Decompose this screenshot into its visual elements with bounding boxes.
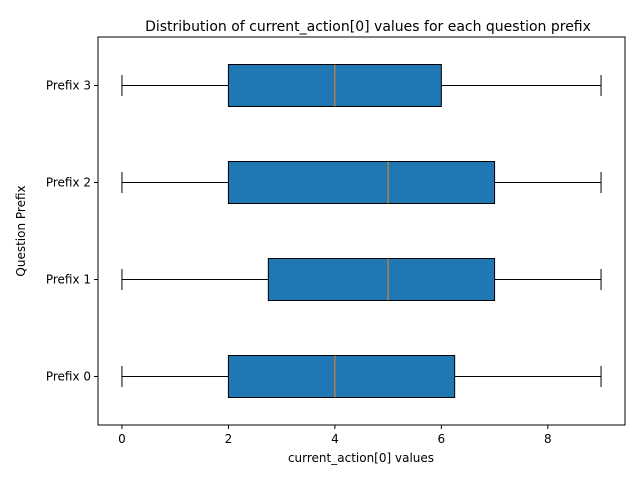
y-tick-label: Prefix 0 (46, 370, 91, 384)
box-group-1 (121, 258, 602, 301)
x-tick-label: 8 (544, 432, 552, 446)
y-axis-label: Question Prefix (14, 185, 28, 276)
x-tick-label: 0 (118, 432, 126, 446)
box (227, 355, 456, 398)
y-tick-label: Prefix 1 (46, 273, 91, 287)
box-group-0 (121, 355, 602, 398)
box-group-3 (121, 64, 602, 107)
x-tick-label: 2 (225, 432, 233, 446)
x-tick-label: 6 (438, 432, 446, 446)
x-tick-label: 4 (331, 432, 339, 446)
axes-frame (97, 36, 626, 426)
plot-area: Prefix 0 Prefix 1 Prefix 2 Prefix 3 0 2 4 6 8 (46, 64, 602, 446)
y-tick-label: Prefix 2 (46, 176, 91, 190)
y-tick-label: Prefix 3 (46, 79, 91, 93)
box-group-2 (121, 161, 602, 204)
box (227, 161, 496, 204)
x-axis-label: current_action[0] values (288, 451, 434, 465)
chart-title: Distribution of current_action[0] values… (145, 19, 591, 35)
box (267, 258, 496, 301)
